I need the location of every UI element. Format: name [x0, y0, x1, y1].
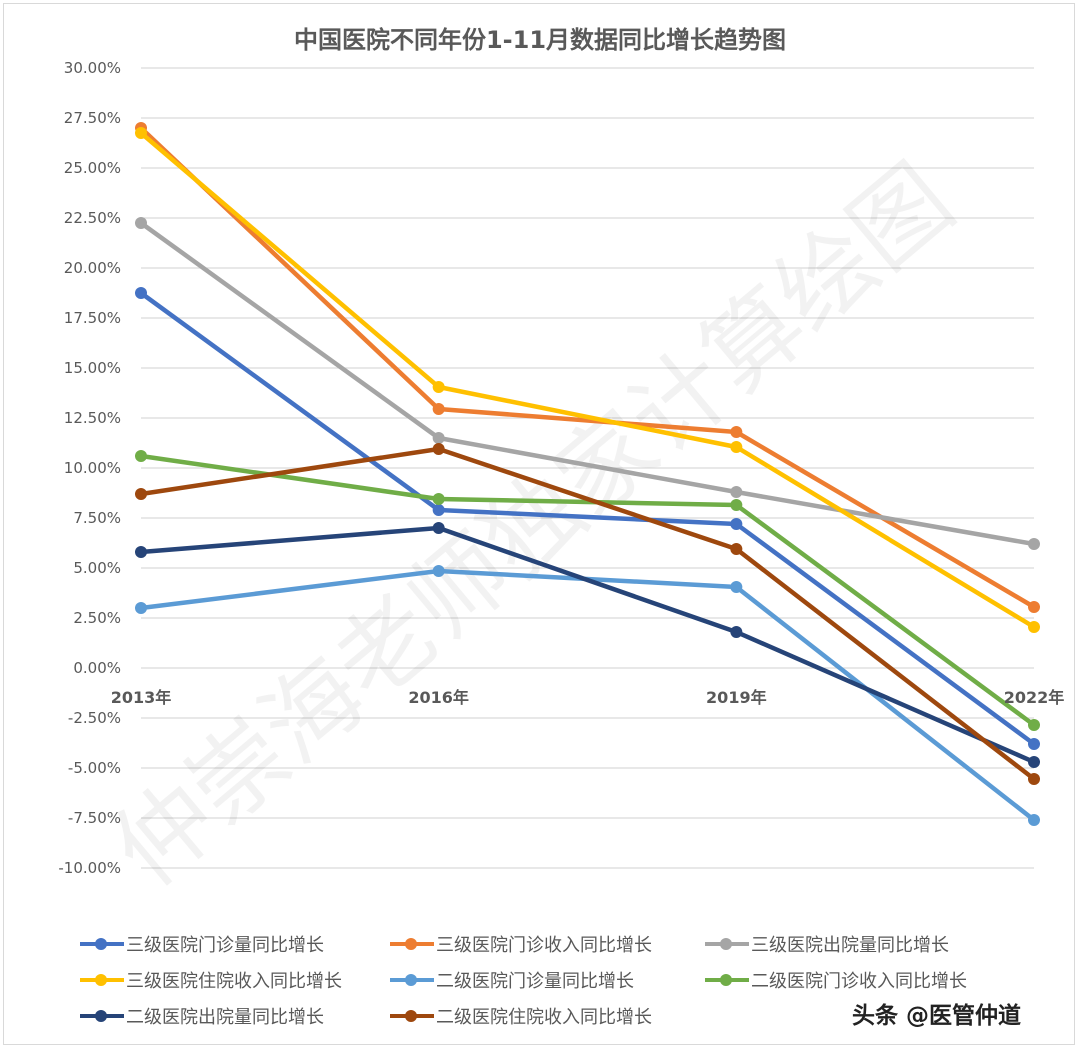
y-tick-label: -5.00%: [68, 759, 121, 777]
x-tick-label: 2019年: [706, 688, 767, 707]
data-point: [1028, 756, 1040, 768]
legend-item[interactable]: 三级医院门诊收入同比增长: [390, 931, 705, 957]
x-tick-label: 2013年: [111, 688, 172, 707]
series-line: [139, 291, 1036, 746]
y-tick-label: 0.00%: [73, 659, 121, 677]
legend-label: 二级医院出院量同比增长: [126, 1007, 324, 1028]
legend-label: 三级医院门诊收入同比增长: [436, 935, 652, 956]
data-point: [432, 504, 445, 516]
data-point: [432, 493, 445, 505]
series-line: [140, 446, 1036, 781]
legend-label: 三级医院出院量同比增长: [751, 935, 949, 956]
watermark-text: 仲崇海老师独家计算绘图: [93, 143, 974, 908]
data-point: [730, 543, 743, 555]
y-tick-label: 12.50%: [64, 409, 121, 427]
y-tick-label: 30.00%: [64, 59, 121, 77]
data-point: [135, 602, 147, 614]
y-tick-label: 10.00%: [64, 459, 121, 477]
data-point: [730, 626, 743, 638]
legend-line-marker-icon: [705, 973, 749, 987]
data-point: [730, 518, 743, 530]
data-point: [135, 450, 147, 462]
legend-line-marker-icon: [80, 937, 124, 951]
legend-line-marker-icon: [705, 937, 749, 951]
series-line: [139, 221, 1035, 547]
data-point: [432, 522, 445, 534]
y-tick-label: -10.00%: [58, 859, 121, 877]
y-tick-label: -7.50%: [68, 809, 121, 827]
data-point: [135, 217, 147, 229]
data-point: [1028, 773, 1040, 785]
y-tick-label: 5.00%: [73, 559, 121, 577]
y-tick-label: 7.50%: [73, 509, 121, 527]
legend-label: 三级医院门诊量同比增长: [126, 935, 324, 956]
legend-item[interactable]: 二级医院出院量同比增长: [80, 1003, 390, 1029]
data-point: [1028, 601, 1040, 613]
y-tick-label: 15.00%: [64, 359, 121, 377]
legend-row: 三级医院门诊量同比增长 三级医院门诊收入同比增长 三级医院出院量同比增长: [80, 926, 1040, 962]
legend-line-marker-icon: [390, 1009, 434, 1023]
y-tick-label: -2.50%: [68, 709, 121, 727]
data-point: [135, 287, 147, 299]
y-tick-label: 25.00%: [64, 159, 121, 177]
series-line: [140, 453, 1036, 727]
legend-item[interactable]: 三级医院出院量同比增长: [705, 931, 1025, 957]
data-point: [135, 127, 147, 139]
legend-item[interactable]: 三级医院住院收入同比增长: [80, 967, 390, 993]
legend-item[interactable]: 二级医院门诊量同比增长: [390, 967, 705, 993]
data-point: [1028, 538, 1040, 550]
data-point: [1028, 621, 1040, 633]
data-point: [730, 441, 743, 453]
y-tick-label: 17.50%: [64, 309, 121, 327]
legend-row: 二级医院出院量同比增长 二级医院住院收入同比增长: [80, 998, 1040, 1034]
data-point: [1028, 738, 1040, 750]
data-point: [730, 426, 743, 438]
legend-item[interactable]: 二级医院住院收入同比增长: [390, 1003, 705, 1029]
legend-item[interactable]: 二级医院门诊收入同比增长: [705, 967, 1025, 993]
data-point: [730, 581, 743, 593]
legend-label: 三级医院住院收入同比增长: [126, 971, 342, 992]
legend-line-marker-icon: [80, 1009, 124, 1023]
x-tick-label: 2022年: [1004, 688, 1065, 707]
watermark: 仲崇海老师独家计算绘图: [93, 143, 974, 908]
data-point: [1028, 719, 1040, 731]
chart-title: 中国医院不同年份1-11月数据同比增长趋势图: [293, 26, 787, 54]
series-line: [140, 525, 1035, 765]
series-line: [139, 131, 1036, 629]
y-axis-ticks: 30.00% 27.50% 25.00% 22.50% 20.00% 17.50% 15.0…: [58, 59, 121, 877]
data-point: [432, 565, 445, 577]
data-point: [432, 381, 445, 393]
legend: 三级医院门诊量同比增长 三级医院门诊收入同比增长 三级医院出院量同比增长三级医院住院…: [80, 926, 1040, 1034]
data-point: [432, 403, 445, 415]
data-point: [432, 432, 445, 444]
data-point: [135, 546, 147, 558]
legend-line-marker-icon: [80, 973, 124, 987]
legend-label: 二级医院门诊收入同比增长: [751, 971, 967, 992]
data-point: [135, 488, 147, 500]
series-lines: [135, 122, 1040, 826]
y-tick-label: 27.50%: [64, 109, 121, 127]
legend-label: 二级医院门诊量同比增长: [436, 971, 634, 992]
legend-line-marker-icon: [390, 937, 434, 951]
legend-item[interactable]: 三级医院门诊量同比增长: [80, 931, 390, 957]
x-tick-label: 2016年: [408, 688, 469, 707]
legend-label: 二级医院住院收入同比增长: [436, 1007, 652, 1028]
x-axis-ticks: 2013年 2016年 2019年 2022年: [111, 688, 1065, 707]
y-tick-label: 22.50%: [64, 209, 121, 227]
data-point: [432, 443, 445, 455]
credit-label: 头条 @医管仲道: [852, 1003, 1022, 1029]
data-point: [730, 499, 743, 511]
y-tick-label: 2.50%: [73, 609, 121, 627]
legend-line-marker-icon: [390, 973, 434, 987]
y-tick-label: 20.00%: [64, 259, 121, 277]
legend-row: 三级医院住院收入同比增长 二级医院门诊量同比增长 二级医院门诊收入同比增长: [80, 962, 1040, 998]
data-point: [730, 486, 743, 498]
chart-frame: [3, 3, 1075, 1045]
data-point: [1028, 814, 1040, 826]
